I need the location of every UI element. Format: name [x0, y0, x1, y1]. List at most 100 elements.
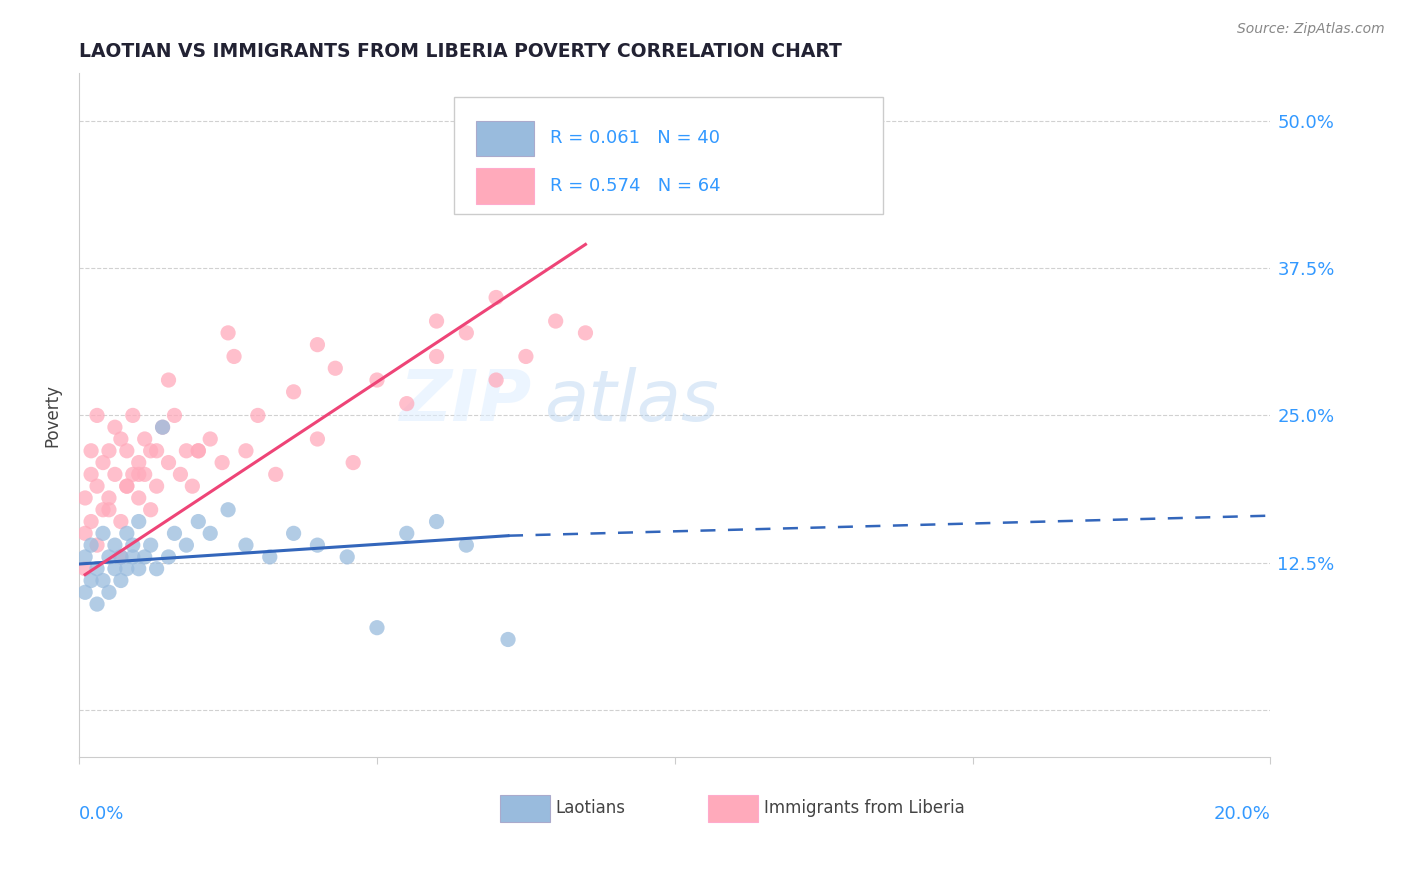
Point: [283, 526, 305, 541]
Point: [336, 549, 359, 564]
Point: [91, 574, 114, 588]
Point: [128, 562, 150, 576]
Point: [97, 502, 120, 516]
Point: [200, 526, 222, 541]
Point: [97, 491, 120, 505]
Point: [110, 432, 132, 446]
Point: [80, 538, 103, 552]
Point: [307, 432, 329, 446]
Point: [139, 443, 162, 458]
Text: ZIP: ZIP: [399, 368, 531, 436]
Point: [307, 337, 329, 351]
Point: [110, 515, 132, 529]
Point: [128, 515, 150, 529]
Point: [163, 409, 186, 423]
Point: [86, 597, 108, 611]
Point: [456, 538, 478, 552]
Point: [181, 479, 204, 493]
Point: [496, 632, 519, 647]
Point: [515, 350, 537, 364]
Point: [283, 384, 305, 399]
Point: [121, 549, 143, 564]
Point: [163, 526, 186, 541]
Point: [323, 361, 346, 376]
Point: [176, 538, 198, 552]
Point: [75, 549, 97, 564]
Point: [115, 479, 138, 493]
FancyBboxPatch shape: [475, 169, 534, 204]
Text: Laotians: Laotians: [555, 799, 626, 817]
Text: R = 0.061   N = 40: R = 0.061 N = 40: [550, 129, 720, 147]
Point: [91, 502, 114, 516]
Point: [134, 549, 156, 564]
Point: [342, 456, 364, 470]
Point: [104, 420, 127, 434]
Point: [128, 467, 150, 482]
FancyBboxPatch shape: [499, 795, 550, 822]
Point: [169, 467, 191, 482]
Point: [246, 409, 269, 423]
Point: [97, 585, 120, 599]
Point: [86, 562, 108, 576]
Point: [176, 443, 198, 458]
Point: [307, 538, 329, 552]
Point: [91, 526, 114, 541]
Point: [134, 467, 156, 482]
Point: [128, 491, 150, 505]
Point: [121, 538, 143, 552]
Point: [128, 456, 150, 470]
Point: [115, 479, 138, 493]
Point: [264, 467, 287, 482]
Point: [456, 326, 478, 340]
Text: Source: ZipAtlas.com: Source: ZipAtlas.com: [1237, 22, 1385, 37]
Point: [485, 373, 508, 387]
Point: [259, 549, 281, 564]
Point: [86, 409, 108, 423]
Point: [115, 526, 138, 541]
Text: Immigrants from Liberia: Immigrants from Liberia: [763, 799, 965, 817]
Point: [110, 574, 132, 588]
Point: [157, 549, 180, 564]
Point: [75, 585, 97, 599]
Point: [152, 420, 174, 434]
Point: [75, 562, 97, 576]
Point: [222, 350, 245, 364]
Point: [80, 515, 103, 529]
Point: [425, 314, 447, 328]
Point: [139, 502, 162, 516]
Point: [104, 467, 127, 482]
Point: [75, 491, 97, 505]
Point: [110, 549, 132, 564]
Point: [157, 373, 180, 387]
Point: [235, 443, 257, 458]
Point: [187, 443, 209, 458]
Point: [366, 373, 388, 387]
FancyBboxPatch shape: [709, 795, 758, 822]
Point: [110, 549, 132, 564]
Point: [134, 432, 156, 446]
FancyBboxPatch shape: [454, 97, 883, 214]
Point: [145, 562, 167, 576]
Point: [121, 409, 143, 423]
Point: [91, 456, 114, 470]
Point: [152, 420, 174, 434]
Point: [115, 443, 138, 458]
Point: [395, 396, 418, 410]
Point: [425, 350, 447, 364]
Point: [104, 562, 127, 576]
Point: [80, 443, 103, 458]
Point: [115, 562, 138, 576]
Point: [187, 443, 209, 458]
Point: [217, 502, 239, 516]
Point: [217, 326, 239, 340]
Point: [97, 443, 120, 458]
Point: [121, 467, 143, 482]
Text: LAOTIAN VS IMMIGRANTS FROM LIBERIA POVERTY CORRELATION CHART: LAOTIAN VS IMMIGRANTS FROM LIBERIA POVER…: [79, 42, 842, 61]
Point: [366, 621, 388, 635]
Point: [86, 538, 108, 552]
Point: [485, 291, 508, 305]
Point: [157, 456, 180, 470]
Point: [80, 574, 103, 588]
Point: [544, 314, 567, 328]
Point: [145, 479, 167, 493]
